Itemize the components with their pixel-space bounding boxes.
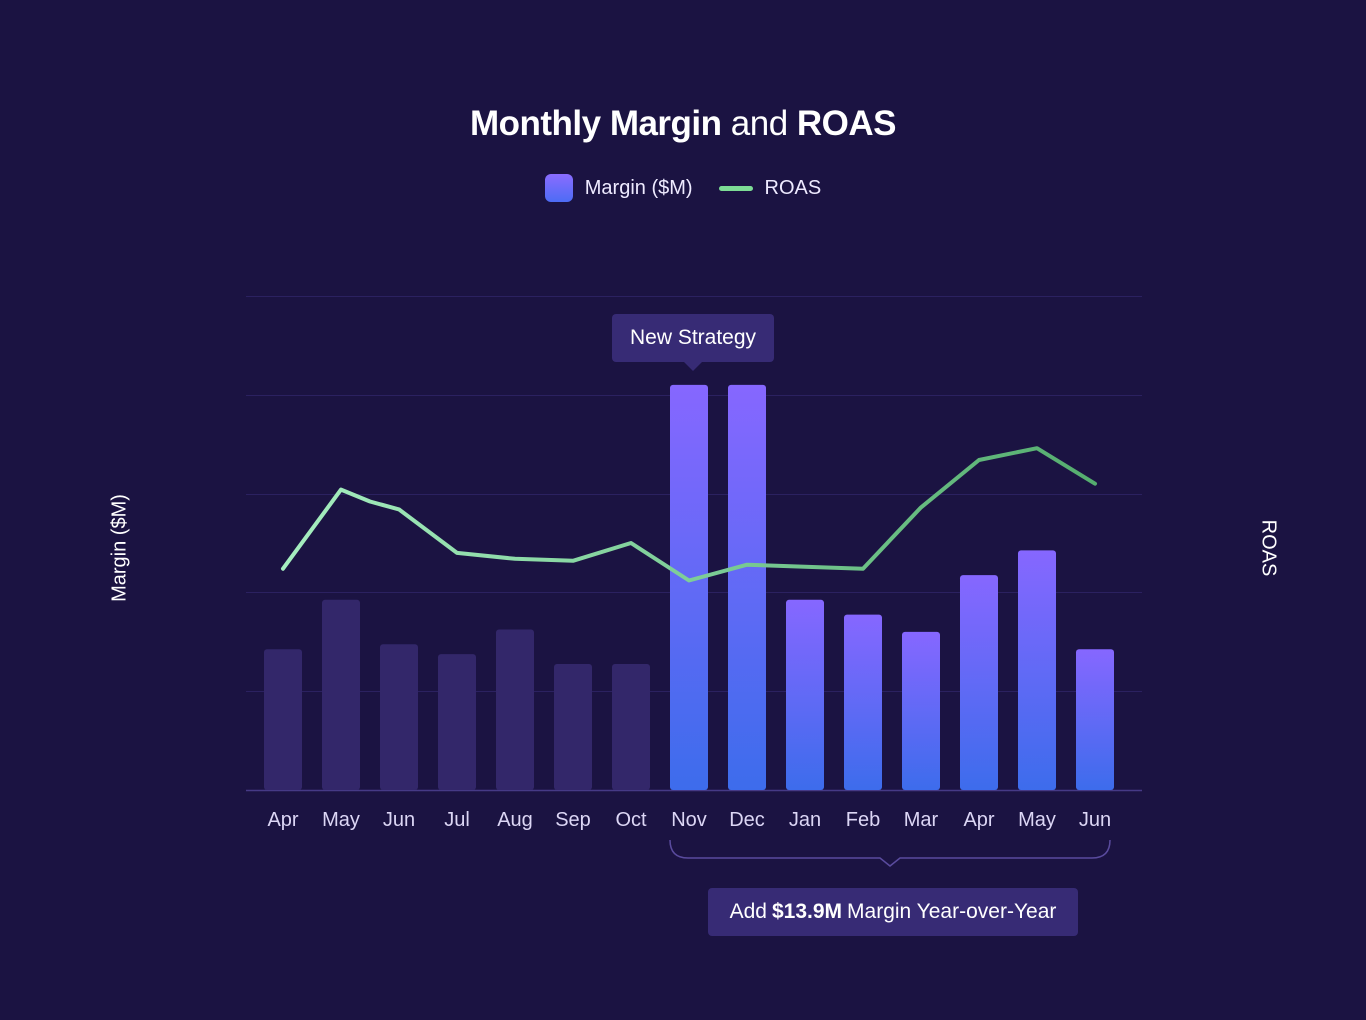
chart-title: Monthly Margin and ROAS bbox=[0, 104, 1366, 144]
bar-dec-8 bbox=[728, 384, 766, 790]
bar-aug-4 bbox=[496, 629, 534, 790]
bar-nov-7 bbox=[670, 384, 708, 790]
yoy-callout-value: $13.9M bbox=[771, 900, 843, 923]
bar-jun-14 bbox=[1076, 649, 1114, 790]
chart-title-part-margin: Monthly Margin bbox=[469, 104, 722, 143]
x-tick-label: Aug bbox=[497, 809, 533, 831]
new-strategy-callout: New Strategy bbox=[612, 314, 774, 371]
x-tick-label: Sep bbox=[555, 809, 591, 831]
legend-swatch-roas bbox=[718, 185, 753, 191]
x-tick-label: Apr bbox=[963, 809, 994, 831]
x-tick-label: May bbox=[322, 809, 360, 831]
x-tick-label: Jan bbox=[789, 809, 821, 831]
x-tick-label: Oct bbox=[615, 809, 647, 831]
yoy-margin-callout: Add $13.9M Margin Year-over-Year bbox=[708, 888, 1078, 936]
bar-sep-5 bbox=[554, 664, 592, 790]
chart-legend: Margin ($M) ROAS bbox=[0, 174, 1366, 202]
roas-line bbox=[281, 446, 1097, 583]
bar-jan-9 bbox=[786, 599, 824, 790]
bar-apr-12 bbox=[960, 575, 998, 790]
strategy-period-brace bbox=[669, 839, 1111, 867]
line-series-roas bbox=[281, 446, 1097, 583]
bar-apr-0 bbox=[264, 649, 302, 790]
x-tick-label: Jun bbox=[1079, 809, 1111, 831]
x-tick-label: Feb bbox=[846, 809, 880, 831]
x-axis-ticks: Apr May Jun Jul Aug Sep Oct Nov Dec Jan Feb Mar Apr M… bbox=[267, 809, 1111, 831]
yoy-callout-suffix: Margin Year-over-Year bbox=[847, 900, 1057, 923]
legend-swatch-margin bbox=[544, 174, 573, 202]
x-tick-label: Mar bbox=[904, 809, 939, 831]
bar-oct-6 bbox=[612, 664, 650, 790]
bar-jun-2 bbox=[380, 644, 418, 790]
chart-title-part-roas: ROAS bbox=[796, 104, 897, 143]
yoy-callout-prefix: Add bbox=[729, 900, 767, 923]
bar-series-margin bbox=[264, 384, 1114, 790]
legend-item-margin: Margin ($M) bbox=[544, 174, 693, 202]
y-axis-label-left: Margin ($M) bbox=[108, 494, 131, 602]
x-tick-label: Dec bbox=[729, 809, 765, 831]
bar-mar-11 bbox=[902, 631, 940, 790]
chart-title-part-and: and bbox=[721, 104, 797, 143]
legend-label-margin: Margin ($M) bbox=[584, 176, 693, 199]
x-tick-label: Nov bbox=[671, 809, 707, 831]
bar-may-13 bbox=[1018, 550, 1056, 790]
bar-feb-10 bbox=[844, 614, 882, 790]
x-tick-label: Jun bbox=[383, 809, 415, 831]
x-tick-label: Jul bbox=[444, 809, 470, 831]
x-tick-label: Apr bbox=[267, 809, 298, 831]
x-tick-label: May bbox=[1018, 809, 1056, 831]
legend-label-roas: ROAS bbox=[764, 176, 822, 199]
bar-may-1 bbox=[322, 599, 360, 790]
bar-jul-3 bbox=[438, 654, 476, 790]
y-axis-label-right: ROAS bbox=[1257, 519, 1280, 577]
legend-item-roas: ROAS bbox=[718, 176, 822, 200]
